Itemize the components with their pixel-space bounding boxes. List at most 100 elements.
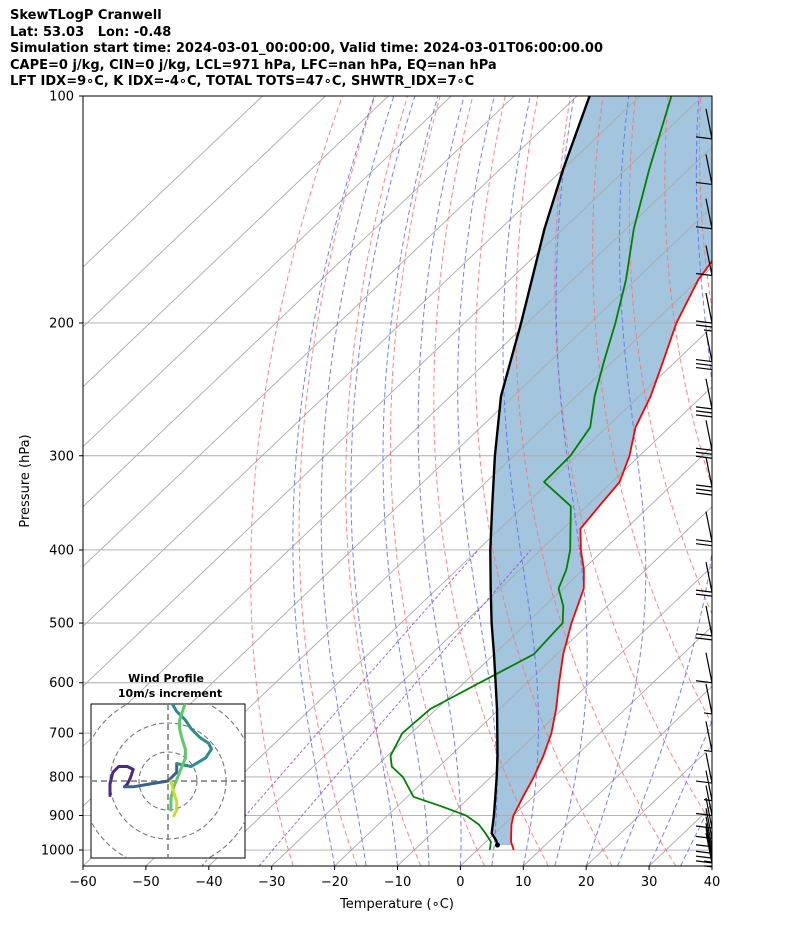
barb-flag [695, 320, 713, 324]
barb-flag [695, 484, 713, 488]
barb-half-flag [703, 329, 713, 332]
background-lines [83, 96, 794, 866]
wind-barb [703, 770, 713, 802]
barb-staff [705, 108, 713, 140]
wind-barb [695, 198, 713, 230]
time-line: Simulation start time: 2024-03-01_00:00:… [10, 41, 603, 56]
barb-flag [695, 539, 713, 543]
y-tick-label: 700 [49, 727, 74, 742]
moist-adiabat [617, 96, 712, 866]
barb-flag [695, 451, 713, 455]
barb-flag [695, 226, 713, 230]
barb-flag [695, 362, 713, 367]
barb-flag [695, 358, 713, 363]
isotherm [83, 96, 704, 687]
wind-barb [695, 456, 713, 496]
x-tick-label: 10 [515, 875, 532, 890]
isotherm [83, 96, 515, 508]
wind-barb [695, 331, 713, 371]
y-tick-label: 900 [49, 809, 74, 824]
barb-staff [705, 652, 713, 683]
y-axis-label: Pressure (hPa) [18, 434, 33, 527]
hodograph-trace [123, 762, 179, 789]
parcel-line [489, 96, 591, 846]
barb-flag [695, 543, 713, 547]
parcel-start-point [494, 842, 500, 848]
axes: −60 −50 −40 −30 −20 −10 0 10 20 30 40 100 200 300 400 5… [41, 90, 720, 891]
wind-barb [695, 652, 713, 684]
isotherm [83, 96, 578, 568]
hodograph-title: Wind Profile [128, 672, 204, 685]
barb-staff [705, 797, 713, 829]
wind-barb [695, 562, 713, 597]
wind-barb [703, 683, 713, 715]
barb-half-flag [703, 860, 713, 863]
wind-barb [703, 721, 713, 753]
barb-flag [695, 593, 713, 597]
isotherm [83, 96, 326, 328]
dry-adiabat [554, 96, 712, 826]
y-tick-label: 600 [49, 676, 74, 691]
barb-flag [695, 855, 713, 859]
wind-barb [695, 245, 713, 277]
hodograph-plot [91, 704, 245, 858]
moist-adiabat [292, 96, 375, 866]
barb-staff [705, 198, 713, 229]
isotherm [334, 505, 712, 866]
isotherm [83, 96, 263, 268]
x-tick-label: −20 [321, 875, 348, 890]
isotherm [522, 685, 712, 866]
barb-flag [695, 860, 713, 864]
barb-flag [695, 447, 713, 451]
barb-staff [705, 605, 713, 637]
moist-adiabat [648, 719, 712, 866]
dry-adiabat [664, 96, 712, 488]
y-tick-label: 300 [49, 449, 74, 464]
dry-adiabat [433, 96, 549, 866]
barb-flag [695, 181, 713, 186]
y-tick-label: 100 [49, 90, 74, 105]
barb-flag [695, 272, 713, 277]
barb-flag [695, 825, 713, 829]
location-line: Lat: 53.03 Lon: -0.48 [10, 24, 172, 40]
indices-line: LFT IDX=9∘C, K IDX=-4∘C, TOTAL TOTS=47∘C… [10, 74, 475, 89]
barb-flag [695, 844, 713, 848]
dry-adiabat [475, 96, 613, 866]
barb-flag [695, 410, 713, 414]
dry-adiabat [766, 96, 794, 866]
barb-flag [695, 637, 713, 641]
wind-barb [695, 797, 713, 829]
dry-adiabat [733, 96, 794, 866]
barb-flag [695, 680, 713, 684]
barb-staff [705, 511, 713, 542]
wind-barb [695, 808, 713, 839]
moist-adiabat [585, 96, 647, 866]
isotherm [711, 865, 712, 866]
x-tick-label: −40 [195, 875, 222, 890]
barb-staff [705, 752, 713, 784]
cape-area [490, 96, 712, 846]
barb-flag [695, 835, 713, 839]
barb-staff [705, 816, 713, 847]
dry-adiabat [390, 96, 485, 866]
barb-flag [695, 324, 713, 328]
barb-staff [705, 721, 713, 752]
isotherm [460, 625, 712, 866]
barb-flag [695, 780, 713, 784]
dewpoint-line [389, 96, 673, 851]
x-tick-label: −30 [258, 875, 285, 890]
barb-half-flag [703, 865, 713, 868]
barb-half-flag [703, 799, 713, 802]
barb-staff [705, 292, 713, 324]
hodograph-inset [90, 703, 246, 859]
barb-flag [695, 136, 713, 140]
barb-staff [705, 456, 713, 488]
wind-barb [695, 378, 713, 418]
wind-barb [695, 292, 713, 332]
barb-flag [695, 492, 713, 496]
barb-staff [705, 683, 713, 715]
barb-flag [695, 414, 713, 418]
isotherm [83, 96, 641, 628]
cape-line: CAPE=0 j/kg, CIN=0 j/kg, LCL=971 hPa, LF… [10, 57, 497, 73]
